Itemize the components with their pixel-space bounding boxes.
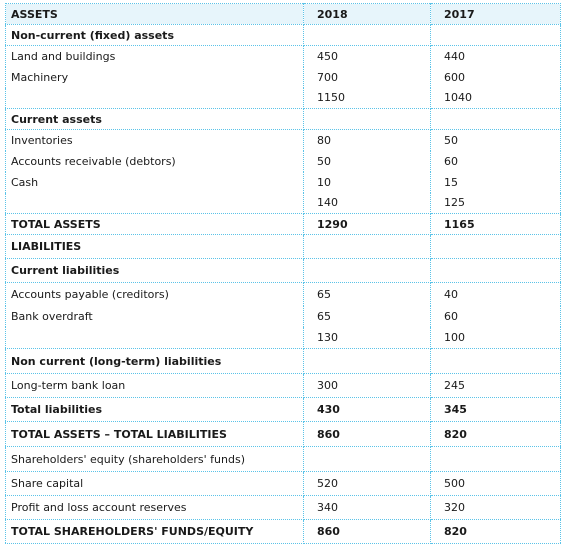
header-year-2018: 2018 [303, 3, 431, 25]
row-value-2018 [303, 446, 431, 472]
row-label: Cash [5, 171, 304, 193]
row-value-2018: 80 [303, 129, 431, 151]
row-value-2017: 320 [430, 495, 561, 520]
table-row: Bank overdraft 65 60 [5, 305, 561, 327]
table-row: Shareholders' equity (shareholders' fund… [5, 446, 561, 472]
table-row: Current liabilities [5, 258, 561, 283]
table-row: Non-current (fixed) assets [5, 24, 561, 46]
table-row: Current assets [5, 108, 561, 130]
row-value-2017: 60 [444, 309, 458, 323]
row-value-2018: 65 [303, 282, 431, 306]
balance-sheet-table: ASSETS 2018 2017 Non-current (fixed) ass… [5, 3, 561, 544]
row-value-2018: 65 [303, 305, 431, 327]
row-label: Current assets [5, 108, 304, 130]
row-value-2017 [430, 234, 561, 259]
row-value-2018: 430 [303, 397, 431, 422]
table-row: TOTAL ASSETS – TOTAL LIABILITIES 860 820 [5, 421, 561, 447]
row-value-2017: 100 [430, 326, 561, 349]
row-value-2018: 10 [303, 171, 431, 193]
row-label: Accounts receivable (debtors) [5, 150, 304, 172]
table-row: Profit and loss account reserves 340 320 [5, 495, 561, 520]
table-row: Inventories 80 50 [5, 129, 561, 151]
row-value-2018: 520 [303, 471, 431, 496]
header-row: ASSETS 2018 2017 [5, 3, 561, 25]
row-value-2017 [430, 348, 561, 374]
row-value-2018 [303, 234, 431, 259]
row-value-2017: 820 [430, 519, 561, 544]
row-label [5, 192, 304, 214]
row-value-2017: 345 [430, 397, 561, 422]
row-value-2017: 1165 [430, 213, 561, 235]
row-value-2017: 500 [430, 471, 561, 496]
header-year-2017: 2017 [430, 3, 561, 25]
row-label: Inventories [5, 129, 304, 151]
balance-sheet: ASSETS 2018 2017 Non-current (fixed) ass… [5, 3, 561, 544]
table-row: Share capital 520 500 [5, 471, 561, 496]
row-value-2018: 700 [303, 66, 431, 88]
table-row: Cash 10 15 [5, 171, 561, 193]
row-label: Bank overdraft [5, 305, 304, 327]
row-value-2017: 60 [444, 154, 458, 168]
row-value-2017 [430, 446, 561, 472]
row-value-2017: 15 [444, 175, 458, 189]
table-row: Land and buildings 450 440 [5, 45, 561, 67]
table-row: Machinery 700 600 [5, 66, 561, 88]
row-value-2018: 860 [303, 421, 431, 447]
row-label: Non-current (fixed) assets [5, 24, 304, 46]
row-value-2018: 140 [303, 192, 431, 214]
row-label: Machinery [5, 66, 304, 88]
row-value-2017 [430, 24, 561, 46]
row-value-2018: 1290 [303, 213, 431, 235]
row-value-2017: 1040 [430, 87, 561, 109]
row-value-2018: 450 [303, 45, 431, 67]
row-value-2018: 1150 [303, 87, 431, 109]
table-row: TOTAL ASSETS 1290 1165 [5, 213, 561, 235]
row-value-2017 [430, 258, 561, 283]
row-value-2018 [303, 348, 431, 374]
table-row: Accounts receivable (debtors) 50 60 [5, 150, 561, 172]
table-row: TOTAL SHAREHOLDERS' FUNDS/EQUITY 860 820 [5, 519, 561, 544]
table-row: Accounts payable (creditors) 65 40 [5, 282, 561, 306]
table-row: 1150 1040 [5, 87, 561, 109]
row-value-2017: 40 [444, 287, 458, 301]
header-assets: ASSETS [5, 3, 304, 25]
table-row: Non current (long-term) liabilities [5, 348, 561, 374]
row-label: LIABILITIES [5, 234, 304, 259]
row-value-2018 [303, 24, 431, 46]
row-label: TOTAL SHAREHOLDERS' FUNDS/EQUITY [5, 519, 304, 544]
row-value-2017: 125 [430, 192, 561, 214]
row-label: Profit and loss account reserves [5, 495, 304, 520]
row-label: Share capital [5, 471, 304, 496]
row-value-2018 [303, 258, 431, 283]
row-label: Non current (long-term) liabilities [5, 348, 304, 374]
row-label: TOTAL ASSETS – TOTAL LIABILITIES [5, 421, 304, 447]
row-value-2018 [303, 108, 431, 130]
row-label: Accounts payable (creditors) [5, 282, 304, 306]
table-row: Total liabilities 430 345 [5, 397, 561, 422]
row-label: TOTAL ASSETS [5, 213, 304, 235]
row-value-2018: 130 [303, 326, 431, 349]
row-label [5, 326, 304, 349]
row-value-2017 [430, 108, 561, 130]
row-value-2017: 440 [444, 49, 465, 63]
row-value-2018: 860 [303, 519, 431, 544]
row-label: Current liabilities [5, 258, 304, 283]
row-value-2017: 50 [444, 133, 458, 147]
row-label: Long-term bank loan [5, 373, 304, 398]
table-row: 130 100 [5, 326, 561, 349]
table-row: 140 125 [5, 192, 561, 214]
row-value-2018: 300 [303, 373, 431, 398]
row-value-2017: 600 [444, 70, 465, 84]
row-value-2018: 50 [303, 150, 431, 172]
table-row: Long-term bank loan 300 245 [5, 373, 561, 398]
row-label [5, 87, 304, 109]
row-value-2017: 245 [430, 373, 561, 398]
row-value-2017: 820 [430, 421, 561, 447]
row-label: Shareholders' equity (shareholders' fund… [5, 446, 304, 472]
row-label: Total liabilities [5, 397, 304, 422]
row-label: Land and buildings [5, 45, 304, 67]
table-row: LIABILITIES [5, 234, 561, 259]
row-value-2018: 340 [303, 495, 431, 520]
